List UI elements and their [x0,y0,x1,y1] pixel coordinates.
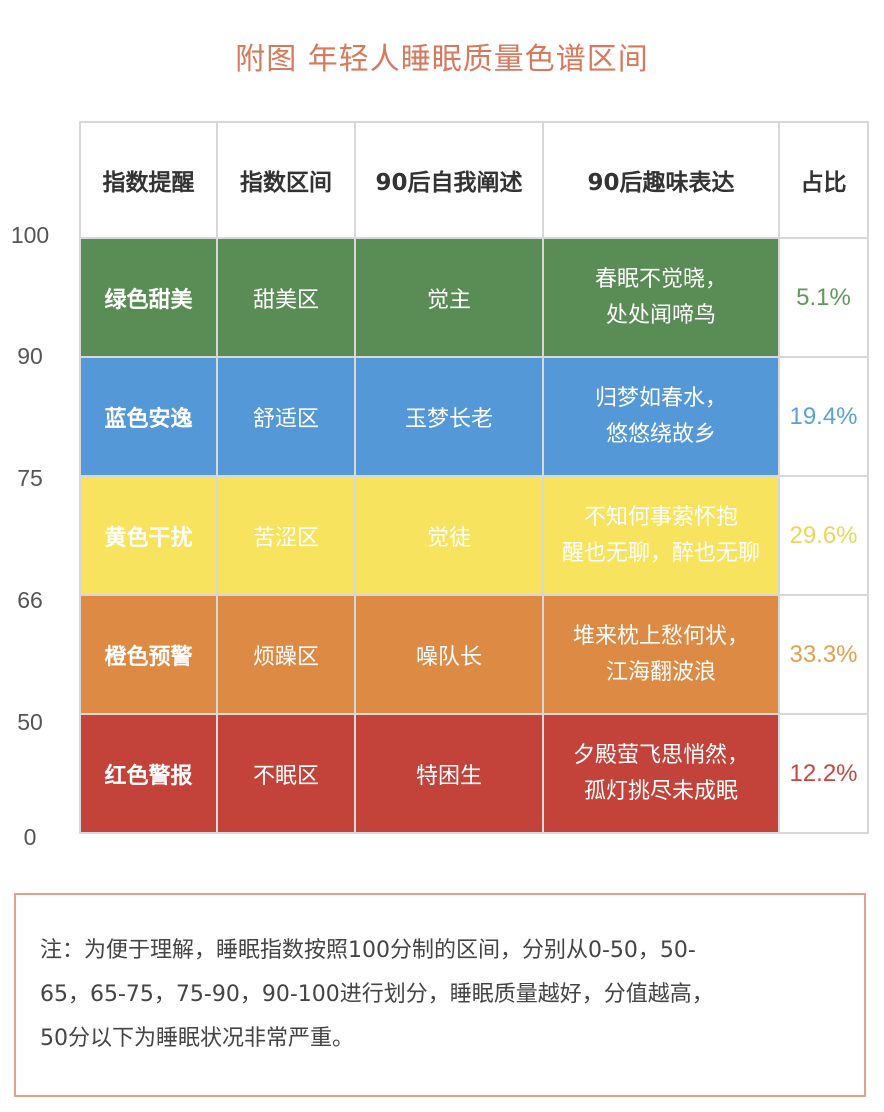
table-header-row: 指数提醒 指数区间 90后自我阐述 90后趣味表达 占比 [79,121,869,239]
fun-line: 醒也无聊，醉也无聊 [561,540,760,566]
level-name-cell: 红色警报 [79,713,218,834]
footnote-line: 注：为便于理解，睡眠指数按照100分制的区间，分别从0-50，50- [40,938,696,963]
fun-line: 孤灯挑尽未成眠 [583,778,738,804]
zone-cell: 舒适区 [216,356,356,477]
percentage-cell: 5.1% [778,237,869,358]
percentage-cell: 33.3% [778,594,869,715]
level-name-cell: 蓝色安逸 [79,356,218,477]
footnote-line: 65，65-75，75-90，90-100进行划分，睡眠质量越好，分值越高， [40,982,714,1007]
level-name-cell: 橙色预警 [79,594,218,715]
fun-expression-cell: 不知何事萦怀抱 醒也无聊，醉也无聊 [542,475,780,596]
fun-line: 归梦如春水， [594,385,727,411]
fun-expression-cell: 夕殿萤飞思悄然， 孤灯挑尽未成眠 [542,713,780,834]
header-self-description: 90后自我阐述 [354,121,544,239]
fun-line: 夕殿萤飞思悄然， [572,742,749,768]
header-fun-expression: 90后趣味表达 [542,121,780,239]
fun-line: 不知何事萦怀抱 [583,504,738,530]
zone-cell: 苦涩区 [216,475,356,596]
y-axis-label: 75 [17,465,43,491]
self-description-cell: 特困生 [354,713,544,834]
fun-line: 堆来枕上愁何状， [572,623,749,649]
fun-line: 处处闻啼鸟 [605,302,716,328]
header-index-range: 指数区间 [216,121,356,239]
self-description-cell: 噪队长 [354,594,544,715]
footnote-box: 注：为便于理解，睡眠指数按照100分制的区间，分别从0-50，50- 65，65… [14,893,866,1097]
zone-cell: 不眠区 [216,713,356,834]
header-percentage: 占比 [778,121,869,239]
y-axis-label: 90 [17,343,43,369]
percentage-cell: 19.4% [778,356,869,477]
y-axis-label: 66 [17,587,43,613]
self-description-cell: 玉梦长老 [354,356,544,477]
page-title: 附图 年轻人睡眠质量色谱区间 [235,42,649,77]
table-row: 橙色预警 烦躁区 噪队长 堆来枕上愁何状， 江海翻波浪 33.3% [79,594,869,715]
self-description-cell: 觉徒 [354,475,544,596]
footnote-line: 50分以下为睡眠状况非常严重。 [40,1026,354,1051]
sleep-spectrum-table: 指数提醒 指数区间 90后自我阐述 90后趣味表达 占比 绿色甜美 甜美区 觉主… [79,121,869,834]
level-name-cell: 绿色甜美 [79,237,218,358]
percentage-cell: 29.6% [778,475,869,596]
level-name-cell: 黄色干扰 [79,475,218,596]
y-axis-label: 100 [10,222,50,248]
header-index-reminder: 指数提醒 [79,121,218,239]
table-row: 红色警报 不眠区 特困生 夕殿萤飞思悄然， 孤灯挑尽未成眠 12.2% [79,713,869,834]
table-row: 绿色甜美 甜美区 觉主 春眠不觉晓， 处处闻啼鸟 5.1% [79,237,869,358]
table-row: 黄色干扰 苦涩区 觉徒 不知何事萦怀抱 醒也无聊，醉也无聊 29.6% [79,475,869,596]
fun-line: 悠悠绕故乡 [605,421,716,447]
zone-cell: 甜美区 [216,237,356,358]
y-axis-label: 50 [17,709,43,735]
fun-line: 春眠不觉晓， [594,266,727,292]
zone-cell: 烦躁区 [216,594,356,715]
table-row: 蓝色安逸 舒适区 玉梦长老 归梦如春水， 悠悠绕故乡 19.4% [79,356,869,477]
fun-line: 江海翻波浪 [605,659,716,685]
fun-expression-cell: 堆来枕上愁何状， 江海翻波浪 [542,594,780,715]
self-description-cell: 觉主 [354,237,544,358]
fun-expression-cell: 归梦如春水， 悠悠绕故乡 [542,356,780,477]
fun-expression-cell: 春眠不觉晓， 处处闻啼鸟 [542,237,780,358]
y-axis-label: 0 [23,824,37,850]
percentage-cell: 12.2% [778,713,869,834]
